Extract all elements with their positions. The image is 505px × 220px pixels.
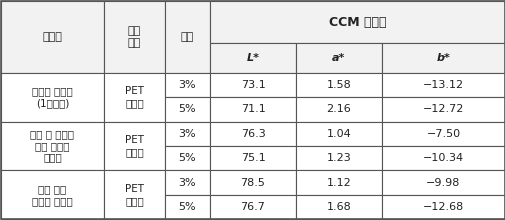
Text: −12.68: −12.68	[422, 202, 463, 212]
Text: a*: a*	[331, 53, 345, 63]
Text: PET
표준포: PET 표준포	[125, 86, 143, 108]
Text: 76.7: 76.7	[240, 202, 265, 212]
Text: −9.98: −9.98	[425, 178, 460, 188]
Text: 1.04: 1.04	[326, 129, 350, 139]
Bar	[104, 122, 164, 170]
Text: 73.1: 73.1	[240, 80, 265, 90]
Bar	[210, 170, 295, 195]
Text: 78.5: 78.5	[240, 178, 265, 188]
Text: L*: L*	[246, 53, 259, 63]
Bar	[295, 146, 381, 170]
Bar	[164, 170, 210, 195]
Text: 처리
샘플: 처리 샘플	[128, 26, 141, 48]
Bar	[164, 1, 210, 73]
Bar	[381, 73, 504, 97]
Text: 75.1: 75.1	[240, 153, 265, 163]
Bar	[381, 195, 504, 219]
Text: 1.68: 1.68	[326, 202, 350, 212]
Text: 1.58: 1.58	[326, 80, 350, 90]
Bar	[210, 97, 295, 122]
Text: −13.12: −13.12	[422, 80, 463, 90]
Text: PET
표준포: PET 표준포	[125, 184, 143, 206]
Bar	[210, 1, 504, 43]
Text: 1.12: 1.12	[326, 178, 350, 188]
Bar	[210, 122, 295, 146]
Bar	[381, 43, 504, 73]
Text: −10.34: −10.34	[422, 153, 463, 163]
Text: b*: b*	[436, 53, 449, 63]
Text: 5%: 5%	[178, 202, 196, 212]
Text: 1.23: 1.23	[326, 153, 350, 163]
Text: 3%: 3%	[178, 178, 196, 188]
Bar	[164, 73, 210, 97]
Bar	[381, 122, 504, 146]
Text: −12.72: −12.72	[422, 104, 463, 114]
Bar	[210, 73, 295, 97]
Bar	[295, 122, 381, 146]
Text: 5%: 5%	[178, 104, 196, 114]
Bar	[104, 170, 164, 219]
Bar	[381, 97, 504, 122]
Text: 원료명: 원료명	[42, 32, 62, 42]
Text: 농도: 농도	[180, 32, 193, 42]
Bar	[295, 43, 381, 73]
Bar	[1, 122, 104, 170]
Bar	[1, 73, 104, 122]
Text: PET
표준포: PET 표준포	[125, 135, 143, 157]
Text: 광발열 가공제
(1차년도): 광발열 가공제 (1차년도)	[32, 86, 73, 108]
Text: 5%: 5%	[178, 153, 196, 163]
Bar	[164, 97, 210, 122]
Bar	[210, 43, 295, 73]
Text: 색차 개선
광발열 가공제: 색차 개선 광발열 가공제	[32, 184, 73, 206]
Bar	[210, 146, 295, 170]
Bar	[104, 1, 164, 73]
Bar	[210, 195, 295, 219]
Bar	[164, 195, 210, 219]
Text: 3%: 3%	[178, 80, 196, 90]
Text: CCM 측정값: CCM 측정값	[328, 15, 386, 29]
Bar	[104, 73, 164, 122]
Text: 76.3: 76.3	[240, 129, 265, 139]
Bar	[1, 1, 104, 73]
Bar	[295, 195, 381, 219]
Bar	[295, 170, 381, 195]
Bar	[295, 73, 381, 97]
Text: 71.1: 71.1	[240, 104, 265, 114]
Bar	[295, 97, 381, 122]
Text: 3%: 3%	[178, 129, 196, 139]
Text: 2.16: 2.16	[326, 104, 350, 114]
Bar	[1, 170, 104, 219]
Text: −7.50: −7.50	[426, 129, 460, 139]
Bar	[381, 170, 504, 195]
Bar	[164, 146, 210, 170]
Text: 입도 및 분산성
개선 광발열
가공제: 입도 및 분산성 개선 광발열 가공제	[30, 130, 74, 163]
Bar	[164, 122, 210, 146]
Bar	[381, 146, 504, 170]
